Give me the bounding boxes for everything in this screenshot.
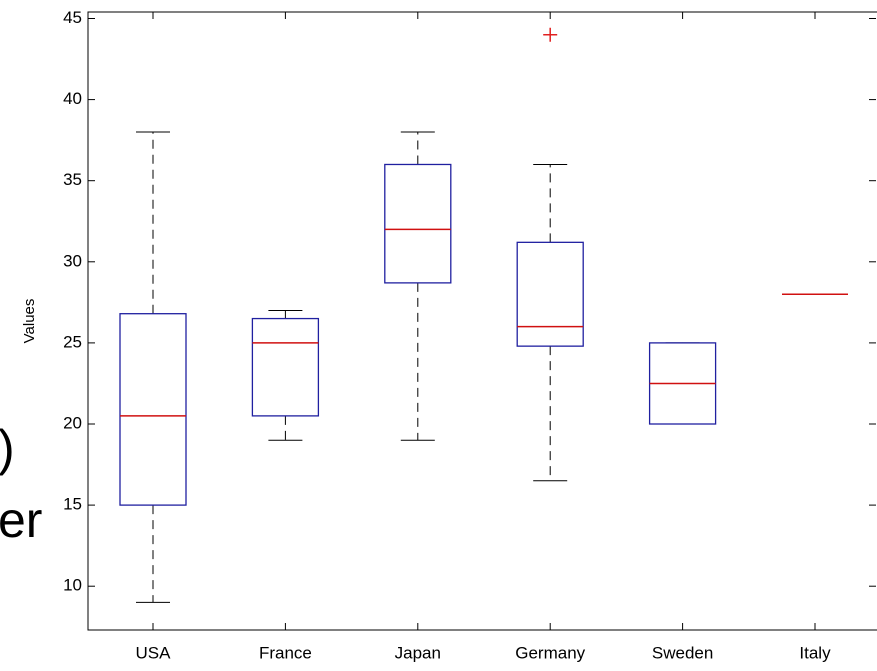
y-tick-label: 35 [63, 170, 82, 189]
box [384, 163, 452, 284]
y-tick-label: 15 [63, 495, 82, 514]
x-tick-label: Germany [515, 643, 585, 662]
y-tick-label: 10 [63, 576, 82, 595]
x-tick-label: Japan [395, 643, 441, 662]
box [251, 317, 320, 417]
outlier [543, 27, 558, 42]
y-tick-label: 45 [63, 8, 82, 27]
box [516, 241, 584, 347]
y-tick-label: 30 [63, 251, 82, 270]
overlay-text: er [0, 492, 42, 548]
x-tick-label: France [259, 643, 312, 662]
x-tick-label: Sweden [652, 643, 713, 662]
box [119, 313, 187, 506]
x-tick-label: Italy [799, 643, 831, 662]
overlay-text: ) [0, 420, 15, 476]
y-tick-label: 40 [63, 89, 82, 108]
plot-frame [87, 11, 877, 631]
y-tick-label: 25 [63, 332, 82, 351]
y-tick-label: 20 [63, 413, 82, 432]
x-tick-label: USA [136, 643, 172, 662]
y-axis-label: Values [21, 299, 38, 344]
